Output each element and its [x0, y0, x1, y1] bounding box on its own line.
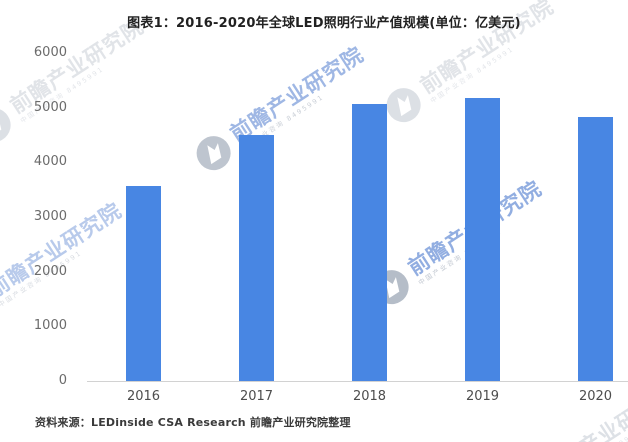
y-tick-label-6000: 6000 — [33, 44, 67, 60]
x-tick-label-2020: 2020 — [578, 389, 613, 404]
bar-2020 — [578, 117, 613, 381]
source-note: 资料来源：LEDinside CSA Research 前瞻产业研究院整理 — [35, 416, 351, 429]
watermark-subtext: 中国产业咨询 8495991 — [551, 401, 628, 442]
chart-title: 图表1：2016-2020年全球LED照明行业产值规模(单位：亿美元) — [127, 16, 521, 31]
bar-2017 — [239, 135, 274, 381]
y-tick-label-0: 0 — [58, 373, 67, 388]
x-tick-label-2019: 2019 — [465, 389, 500, 404]
y-tick-label-4000: 4000 — [33, 154, 67, 170]
y-tick-label-3000: 3000 — [33, 208, 67, 224]
y-tick-label-2000: 2000 — [33, 263, 67, 279]
bar-2019 — [465, 98, 500, 381]
y-tick-label-5000: 5000 — [33, 99, 67, 115]
bar-2018 — [352, 104, 387, 381]
y-tick-label-1000: 1000 — [33, 318, 67, 334]
x-axis-line — [87, 381, 628, 382]
x-tick-label-2017: 2017 — [239, 389, 274, 404]
bar-2016 — [126, 186, 161, 381]
x-tick-label-2016: 2016 — [126, 389, 161, 404]
plot-area — [87, 45, 628, 381]
x-tick-label-2018: 2018 — [352, 389, 387, 404]
